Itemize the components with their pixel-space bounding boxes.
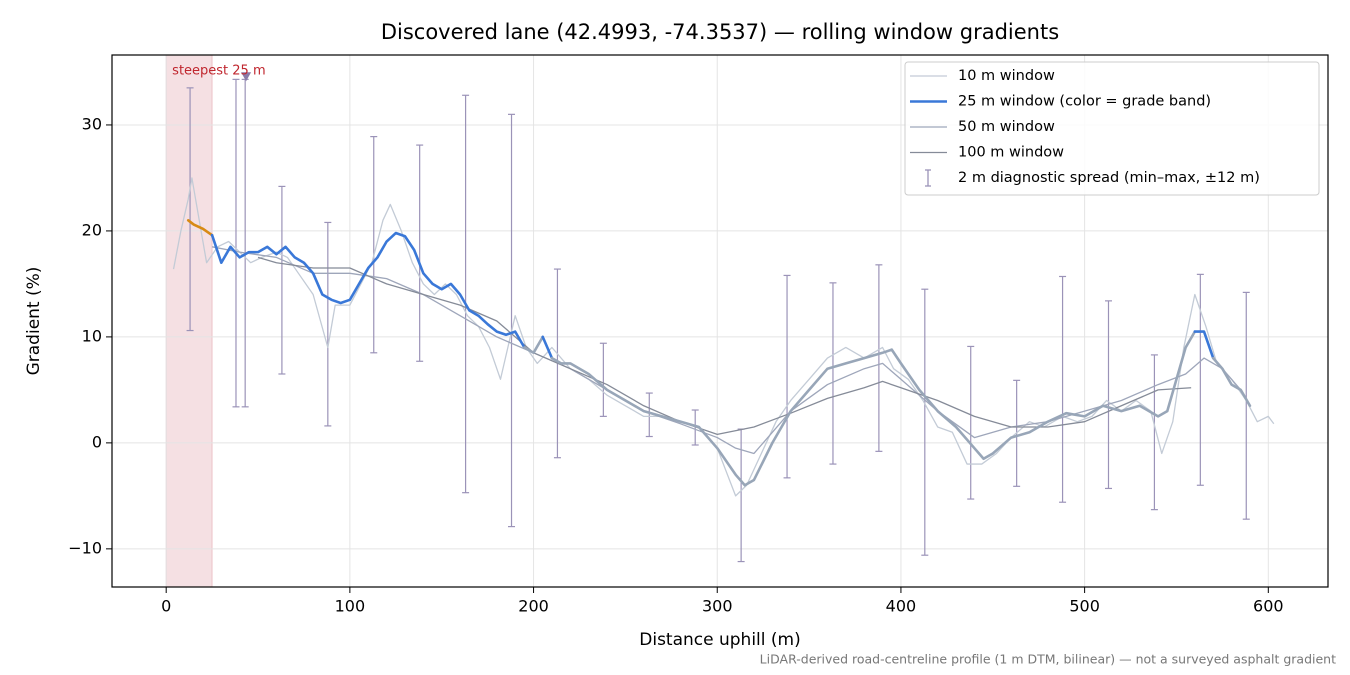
x-tick-label: 500 <box>1069 597 1100 616</box>
error-bar <box>783 274 791 479</box>
error-bar <box>462 94 470 494</box>
chart-title: Discovered lane (42.4993, -74.3537) — ro… <box>381 20 1059 44</box>
error-bar <box>875 264 883 452</box>
highlight-band <box>165 54 213 588</box>
error-bar <box>691 409 699 446</box>
line-segment <box>541 335 554 360</box>
error-bar <box>1196 273 1204 486</box>
x-tick-label: 600 <box>1253 597 1284 616</box>
error-bar <box>324 221 332 427</box>
x-tick-label: 400 <box>886 597 917 616</box>
y-tick-label: 30 <box>82 114 102 133</box>
y-axis-label: Gradient (%) <box>24 267 44 376</box>
error-bar <box>1059 275 1067 503</box>
highlight-label: steepest 25 m <box>172 64 265 79</box>
y-tick-label: −10 <box>68 538 102 557</box>
y-tick-label: 10 <box>82 326 102 345</box>
error-bar <box>370 136 378 354</box>
error-bar <box>232 78 240 408</box>
line-segment <box>550 330 1197 487</box>
legend-label: 25 m window (color = grade band) <box>958 94 1211 110</box>
error-bar <box>416 144 424 362</box>
footnote: LiDAR-derived road-centreline profile (1… <box>760 652 1336 667</box>
y-tick-label: 0 <box>92 432 102 451</box>
x-tick-label: 0 <box>161 597 171 616</box>
line <box>211 246 1242 455</box>
x-axis-label: Distance uphill (m) <box>639 630 800 650</box>
line-segment <box>210 231 526 349</box>
error-bar <box>508 113 516 528</box>
legend-swatch <box>925 169 931 187</box>
error-bar <box>186 87 194 332</box>
x-tick-label: 300 <box>702 597 733 616</box>
legend-label: 10 m window <box>958 68 1055 84</box>
error-bar <box>241 78 249 408</box>
line-segment <box>523 335 545 355</box>
legend-label: 50 m window <box>958 119 1055 135</box>
legend-box <box>904 61 1320 196</box>
x-tick-label: 200 <box>518 597 549 616</box>
error-bar <box>967 345 975 500</box>
line <box>257 256 1192 436</box>
error-bar <box>1150 354 1158 511</box>
error-bar <box>645 392 653 438</box>
line-segment <box>1211 356 1252 408</box>
error-bar <box>599 342 607 417</box>
y-tick-label: 20 <box>82 220 102 239</box>
steepest-marker <box>241 72 252 82</box>
error-bar <box>278 185 286 375</box>
x-tick-label: 100 <box>335 597 366 616</box>
error-bar <box>921 288 929 556</box>
error-bar <box>829 282 837 465</box>
error-bar <box>1242 291 1250 520</box>
plot-frame <box>111 54 1329 588</box>
line-segment <box>1193 330 1215 360</box>
error-bar <box>1104 300 1112 490</box>
legend-label: 100 m window <box>958 145 1064 161</box>
line-segment <box>186 219 214 237</box>
legend-label: 2 m diagnostic spread (min–max, ±12 m) <box>958 170 1260 186</box>
